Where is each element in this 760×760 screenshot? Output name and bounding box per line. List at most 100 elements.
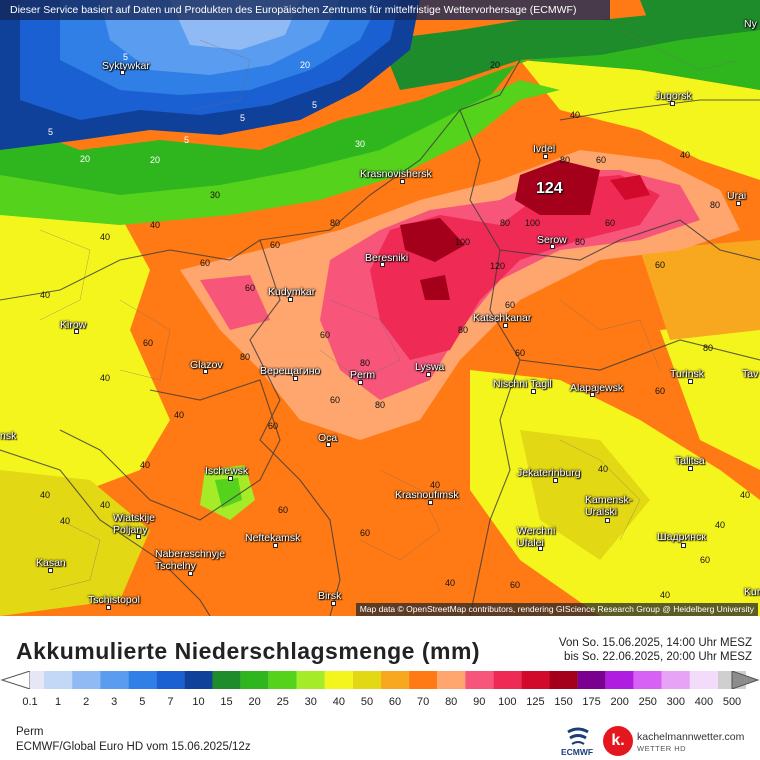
contour-value-label: 20 [490,60,501,70]
scale-tick-label: 15 [220,696,233,708]
contour-value-label: 80 [710,200,721,210]
scale-swatch [240,671,269,689]
city-marker-icon [273,543,278,548]
band-40-east [660,320,760,470]
band-40-west [0,200,170,520]
contour-value-label: 30 [355,139,366,149]
city-label: Turinsk [670,368,705,380]
scale-tick-label: 150 [554,696,573,708]
city-label: Kirow [60,319,87,331]
scale-tick-label: 1 [55,696,62,708]
city-label: Oca [318,432,338,444]
city-label: Верещагино [260,365,321,377]
scale-swatch [30,671,45,689]
city-marker-icon [688,466,693,471]
contour-value-label: 80 [500,218,511,228]
map-attribution[interactable]: Map data © OpenStreetMap contributors, r… [355,603,758,616]
scale-tick-label: 30 [304,696,317,708]
band-50-east [640,240,760,340]
kachelmann-logo-icon[interactable]: k. [603,726,633,756]
contour-value-label: 80 [330,218,341,228]
contour-value-label: 60 [360,528,371,538]
city-marker-icon [428,500,433,505]
contour-value-label: 40 [715,520,726,530]
scale-tick-label: 40 [332,696,345,708]
scale-swatch [605,671,634,689]
city-marker-icon [228,476,233,481]
city-label: Ischewsk [205,465,249,477]
city-marker-icon [293,376,298,381]
scale-swatch [437,671,466,689]
city-label: nsk [0,430,17,442]
city-label: Jekaterinburg [517,467,581,479]
scale-tick-label: 200 [610,696,629,708]
precipitation-field [0,0,760,616]
scale-tick-label: 7 [167,696,174,708]
city-marker-icon [136,534,141,539]
kachelmann-brand[interactable]: kachelmannwetter.com [637,731,745,743]
contour-value-label: 30 [210,190,221,200]
contour-value-label: 60 [330,395,341,405]
contour-value-label: 60 [510,580,521,590]
contour-value-label: 60 [596,155,607,165]
city-label: Werchni Ufalei [517,525,556,549]
contour-value-label: 40 [100,500,111,510]
city-marker-icon [553,478,558,483]
city-marker-icon [106,605,111,610]
contour-value-label: 40 [150,220,161,230]
scale-swatch [493,671,522,689]
contour-value-label: 60 [200,258,211,268]
city-marker-icon [188,571,193,576]
ecmwf-disclaimer-banner: Dieser Service basiert auf Daten und Pro… [0,0,610,20]
city-marker-icon [203,369,208,374]
city-marker-icon [590,392,595,397]
contour-value-label: 60 [700,555,711,565]
scale-swatch [212,671,241,689]
scale-swatch [352,671,381,689]
city-label: Tschistopol [88,594,140,606]
contour-value-label: 60 [505,300,516,310]
city-marker-icon [605,518,610,523]
contour-value-label: 5 [123,52,129,62]
scale-tick-label: 60 [388,696,402,708]
contour-value-label: 100 [525,218,541,228]
color-scale-bar [0,671,760,689]
city-marker-icon [531,389,536,394]
scale-swatch [128,671,157,689]
city-marker-icon [426,372,431,377]
city-label: Шадринск [657,531,706,543]
district-borders [39,29,741,591]
city-label: Kudymkar [268,286,316,298]
contour-value-label: 40 [680,150,691,160]
scale-swatch [72,671,101,689]
scale-tick-label: 3 [111,696,118,708]
band-15-north [380,10,760,90]
contour-value-label: 80 [458,325,469,335]
scale-swatch [156,671,185,689]
contour-value-label: 60 [270,240,281,250]
city-marker-icon [538,546,543,551]
city-label: Syktywkar [102,60,150,72]
scale-swatch [661,671,690,689]
scale-tick-label: 50 [360,696,374,708]
band-80-west-patch [200,275,270,330]
contour-value-label: 40 [445,578,456,588]
period-to: bis So. 22.06.2025, 20:00 Uhr MESZ [564,651,752,663]
city-label: Ny [744,18,757,30]
color-scale-labels: 0.1 1 2 3 5 7 10 15 20 25 30 40 50 60 70 80 90 100 125 150 1… [0,696,760,710]
scale-right-arrow-icon [731,671,760,689]
band-30-north [0,80,560,225]
city-label: Tav [742,368,759,380]
precipitation-map[interactable]: Dieser Service basiert auf Daten und Pro… [0,0,760,616]
contour-value-label: 40 [100,232,111,242]
kachelmann-subtitle: WETTER HD [637,744,687,753]
ecmwf-logo-icon[interactable] [558,726,598,758]
city-label: Beresniki [365,252,409,264]
scale-tick-label: 400 [694,696,714,708]
scale-swatch [268,671,297,689]
city-marker-icon [326,442,331,447]
contour-value-label: 40 [140,460,151,470]
scale-swatch [409,671,438,689]
city-marker-icon [503,323,508,328]
legend-panel: Akkumulierte Niederschlagsmenge (mm) Von… [0,616,760,760]
